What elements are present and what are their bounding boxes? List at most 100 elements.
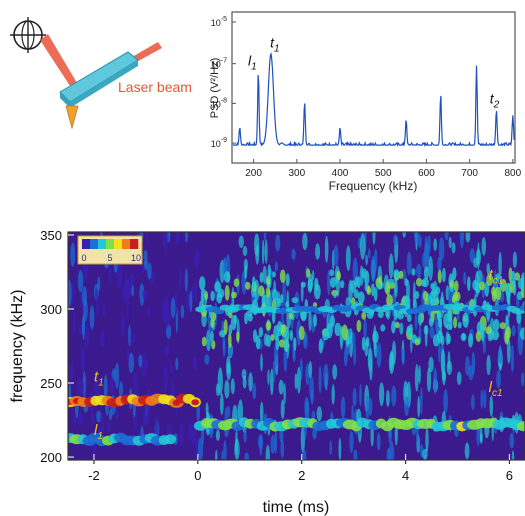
spectrogram-cell [416, 432, 420, 447]
colorbar-tick-label: 5 [107, 253, 112, 263]
spectrogram-cell [80, 347, 86, 374]
spectrogram-cell [329, 277, 337, 288]
spectrogram-cell [520, 272, 525, 286]
psd-y-ticks: 10-5 10-7 10-8 10-9 [211, 16, 236, 149]
spectrogram-cell [414, 291, 420, 299]
spectrogram-cell [430, 282, 435, 290]
spectrogram-cell [210, 290, 215, 302]
spectrogram-cell [366, 287, 372, 295]
spectrogram-cell [496, 370, 501, 389]
spectrogram-cell [429, 291, 436, 306]
spectrogram-cell [96, 301, 99, 319]
spectrogram-cell [175, 357, 179, 371]
spectrogram-cell [224, 285, 230, 301]
spectrogram-cell [463, 271, 467, 286]
spectrogram-cell [385, 310, 390, 318]
psd-y-axis-label: PSD (V²/Hz) [209, 58, 221, 119]
spectrogram-cell [404, 396, 410, 417]
spectrogram-cell [179, 421, 184, 447]
spectrogram-cell [226, 362, 232, 381]
spectrogram-cell [244, 312, 248, 325]
spectrogram-cell [473, 257, 479, 268]
spectrogram-cell [407, 329, 412, 337]
spectrogram-cell [280, 439, 285, 458]
spectrogram-cell [255, 244, 260, 265]
psd-x-tick-label: 600 [418, 168, 435, 179]
spectrogram-cell [437, 269, 442, 284]
laser-beam-incoming [40, 34, 80, 92]
spectrogram-cell [341, 324, 348, 341]
spectrogram-y-tick-label: 350 [40, 228, 62, 243]
spectrogram-cell [219, 330, 226, 338]
spectrogram-cell [454, 280, 459, 293]
spectrogram-cell [90, 410, 95, 424]
spectrogram-cell [252, 382, 257, 400]
spectrogram-x-tick-label: 0 [194, 468, 201, 483]
spectrogram-cell [294, 291, 300, 320]
spectrogram-cell [270, 334, 275, 342]
spectrogram-cell [165, 324, 172, 339]
spectrogram-cell [233, 278, 240, 288]
spectrogram-cell [349, 280, 357, 293]
spectrogram-cell [364, 283, 368, 292]
spectrogram-cell [191, 424, 196, 447]
spectrogram-cell [293, 337, 297, 352]
spectrogram-cell [316, 406, 322, 422]
spectrogram-cell [283, 341, 290, 351]
spectrogram-cell [164, 345, 170, 357]
spectrogram-cell [288, 312, 293, 320]
spectrogram-cell [285, 301, 289, 310]
spectrogram-cell [230, 378, 235, 395]
spectrogram-cell [248, 372, 253, 392]
spectrogram-cell [261, 239, 265, 265]
schematic: Laser beam [10, 17, 192, 130]
spectrogram-cell [377, 311, 384, 318]
spectrogram-cell [372, 330, 379, 344]
spectrogram-cell [428, 256, 434, 281]
psd-x-tick-label: 300 [288, 168, 305, 179]
spectrogram-cell [147, 306, 151, 318]
spectrogram-cell [425, 426, 429, 453]
spectrogram-cell [97, 276, 101, 291]
spectrogram-frame [67, 231, 525, 461]
spectrogram-cell [494, 286, 502, 301]
spectrogram-cell [300, 281, 306, 288]
spectrogram-cell [144, 358, 149, 369]
spectrogram-band-label: tc1 [489, 266, 504, 286]
psd-x-ticks: 200 300 400 500 600 700 800 [245, 159, 522, 179]
psd-plot-frame [231, 11, 516, 164]
spectrogram-cell [178, 274, 182, 286]
psd-x-tick-label: 700 [461, 168, 478, 179]
spectrogram-cell [496, 273, 500, 283]
spectrogram-cell [437, 330, 443, 344]
spectrogram-cell [401, 348, 405, 366]
spectrogram-cell [145, 232, 149, 244]
spectrogram-y-tick-label: 300 [40, 302, 62, 317]
spectrogram-cell [379, 382, 385, 406]
spectrogram-cell [186, 287, 190, 314]
spectrogram-cell [376, 432, 381, 451]
spectrogram-cell [96, 410, 102, 423]
spectrogram-cell [196, 404, 200, 422]
spectrogram-cell [83, 261, 89, 279]
psd-x-tick-label: 800 [504, 168, 521, 179]
spectrogram-cell [447, 351, 451, 370]
spectrogram-cell [351, 404, 354, 422]
spectrogram-cell [308, 361, 313, 379]
spectrogram-cell [280, 293, 284, 304]
spectrogram-band-cell [517, 421, 525, 432]
spectrogram-cell [338, 437, 342, 460]
spectrogram-cell [77, 270, 84, 293]
psd-x-axis-label: Frequency (kHz) [329, 179, 418, 193]
spectrogram-cell [394, 321, 400, 329]
spectrogram-cell [486, 273, 494, 286]
colorbar-cell [82, 239, 91, 249]
spectrogram-cell [407, 314, 412, 322]
spectrogram-cell [266, 334, 272, 348]
spectrogram-cell [414, 312, 418, 331]
spectrogram-cell [285, 273, 290, 287]
spectrogram-cell [95, 288, 99, 304]
spectrogram-cell [361, 268, 367, 279]
spectrogram-cell [511, 450, 515, 460]
